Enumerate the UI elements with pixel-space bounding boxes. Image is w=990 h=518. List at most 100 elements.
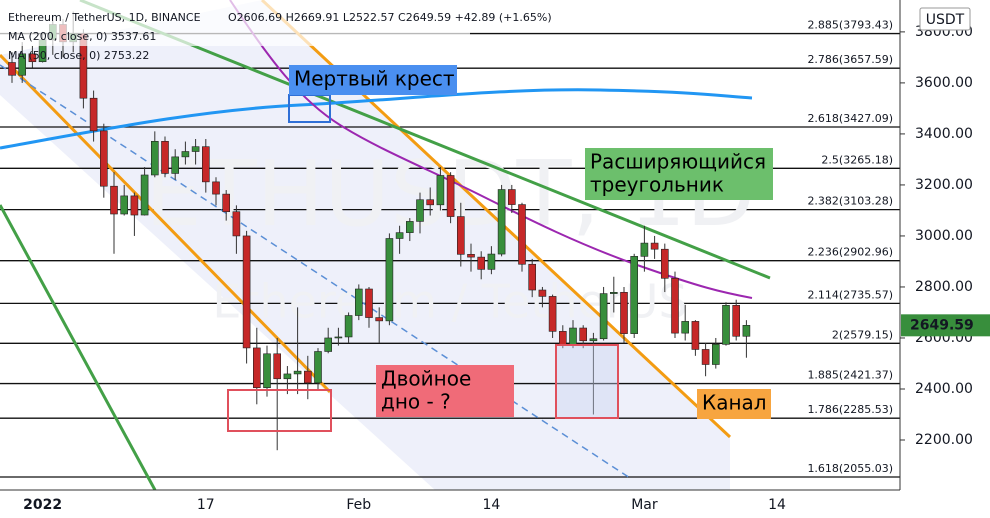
fib-label: 2.114(2735.57): [807, 288, 893, 301]
candle-body: [691, 321, 700, 350]
candle-body: [130, 195, 139, 216]
candle-body: [701, 349, 710, 365]
annotation-text: дно - ?: [381, 390, 451, 414]
header-title: Ethereum / TetherUS, 1D, BINANCE: [8, 11, 201, 24]
candle-body: [436, 175, 445, 206]
candle-body: [742, 325, 751, 337]
fib-label: 2.236(2902.96): [807, 246, 893, 259]
last-price-tag: [901, 314, 990, 337]
y-axis-bg: [900, 0, 990, 518]
candle-body: [620, 292, 628, 334]
ma200-line: [0, 88, 753, 150]
candle-body: [426, 199, 435, 206]
fib-label: 2.885(3793.43): [807, 19, 893, 32]
candle-body: [314, 351, 322, 384]
candle-body: [242, 235, 251, 349]
candle-body: [273, 353, 282, 380]
candle-body: [456, 216, 465, 255]
candle-body: [446, 175, 455, 217]
fib-label: 2(2579.15): [832, 328, 893, 341]
candle-body: [558, 331, 567, 346]
annotation-box: [697, 389, 771, 419]
candle-body: [18, 53, 27, 76]
fib-label: 2.786(3657.59): [807, 53, 893, 66]
x-tick-label: Feb: [346, 497, 371, 513]
y-tick-label: 2400.00: [915, 381, 973, 397]
candle-body: [181, 151, 190, 158]
fib-label: 1.885(2421.37): [807, 369, 893, 382]
candle-body: [354, 288, 363, 316]
candle-body: [569, 327, 577, 346]
last-price-label: 2649.59: [910, 317, 974, 333]
candle-body: [334, 336, 343, 339]
triangle-line: [0, 204, 157, 491]
candle-body: [711, 344, 720, 365]
channel-fill: [0, 0, 730, 490]
candle-body: [609, 292, 618, 294]
y-tick-label: 3000.00: [915, 228, 973, 244]
header-bg: [0, 0, 470, 46]
indicator-label: MA (50, close, 0) 2753.22: [8, 49, 149, 62]
triangle-line: [79, 0, 771, 280]
annotation-text: Расширяющийся: [590, 150, 766, 174]
fib-label: 2.382(3103.28): [807, 195, 893, 208]
candle-body: [263, 353, 271, 389]
y-tick-label: 3200.00: [915, 177, 973, 193]
candle-body: [171, 156, 179, 174]
candle-body: [416, 199, 424, 222]
candle-body: [487, 253, 496, 270]
candle-body: [640, 242, 649, 257]
x-tick-label: Mar: [631, 497, 658, 513]
fib-label: 2.5(3265.18): [821, 153, 893, 166]
candle-body: [507, 189, 516, 205]
bottom-box: [227, 389, 332, 432]
currency: USDT: [926, 12, 965, 28]
bottom-box: [555, 344, 619, 419]
candle-body: [497, 189, 506, 255]
candle-body: [212, 181, 220, 195]
fib-label: 1.786(2285.53): [807, 403, 893, 416]
x-tick-label: 2022: [23, 497, 62, 513]
candle-body: [375, 317, 384, 322]
candle-body: [722, 305, 730, 345]
candle-body: [303, 370, 312, 384]
candle-body: [161, 141, 169, 174]
y-tick-label: 3600.00: [915, 75, 973, 91]
candle-body: [365, 288, 373, 318]
candle-body: [110, 185, 118, 215]
candle-body: [528, 263, 537, 291]
y-tick-label: 2200.00: [915, 432, 973, 448]
candle-body: [222, 193, 230, 213]
y-tick-label: 2800.00: [915, 279, 973, 295]
y-tick-label: 3400.00: [915, 126, 973, 142]
candle-body: [467, 254, 475, 258]
candle-body: [151, 141, 159, 176]
currency-box: [919, 7, 971, 31]
candle-body: [344, 315, 353, 338]
x-tick-label: 14: [482, 497, 500, 513]
annotation-box: [289, 65, 457, 95]
candle-body: [89, 97, 98, 132]
indicator-label: MA (200, close, 0) 3537.61: [8, 30, 156, 43]
annotation-box: [585, 148, 773, 200]
candle-body: [477, 256, 486, 270]
candle-body: [202, 146, 210, 183]
annotation-text: треугольник: [590, 173, 724, 197]
candle-body: [232, 211, 241, 237]
x-tick-label: 14: [768, 497, 786, 513]
candle-body: [650, 242, 659, 250]
annotation-box: [376, 365, 514, 417]
candle-body: [191, 146, 200, 152]
candle-body: [395, 232, 404, 239]
candle-body: [140, 174, 149, 216]
fib-label: 1.618(2055.03): [807, 462, 893, 475]
candle-body: [8, 62, 16, 76]
candle-body: [630, 256, 639, 334]
channel-line: [0, 53, 332, 394]
fib-label: 2.618(3427.09): [807, 112, 893, 125]
candle-body: [589, 338, 598, 342]
candle-body: [28, 53, 37, 63]
x-tick-label: 17: [197, 497, 215, 513]
candle-body: [538, 289, 547, 297]
